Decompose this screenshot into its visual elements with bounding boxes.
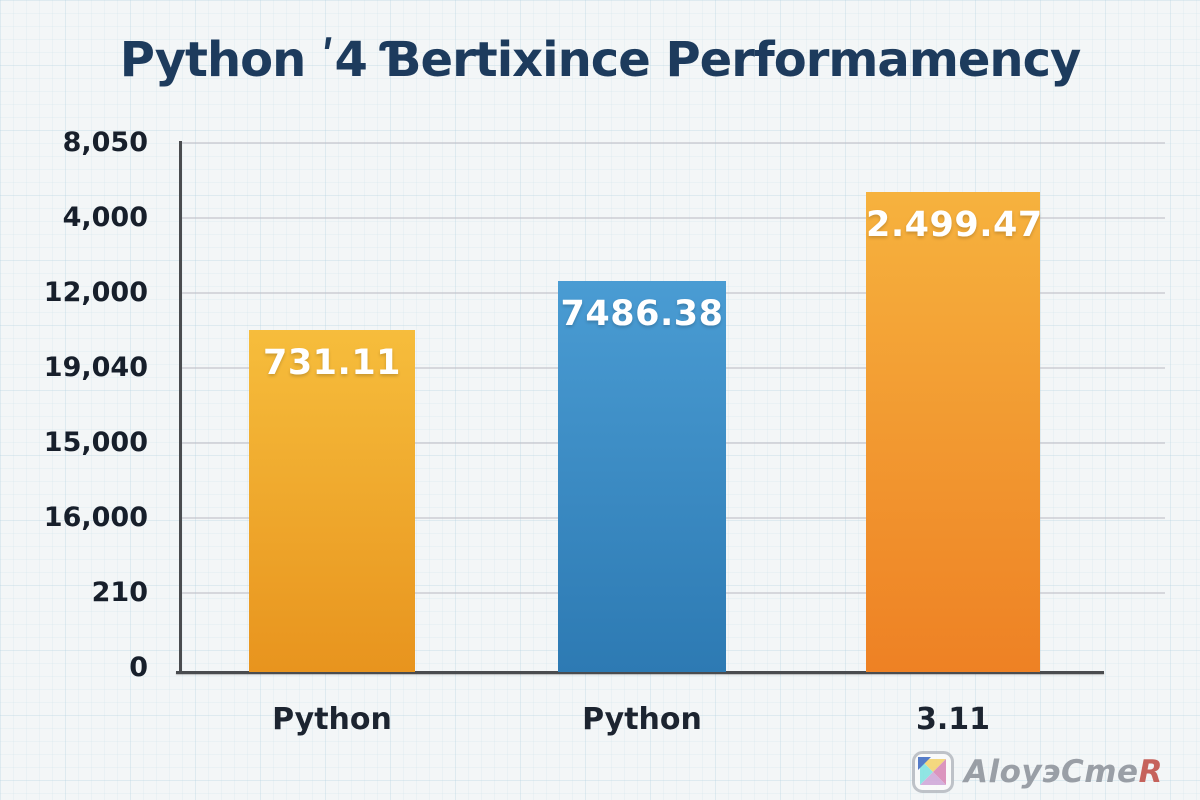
y-tick-label: 210 <box>91 577 148 608</box>
y-tick-label: 12,000 <box>43 277 148 308</box>
watermark-accent-letter: R <box>1138 754 1163 790</box>
chart-title: Python ʹ4 Ɓertixince Performamency <box>119 32 1082 88</box>
bar-python-2: 7486.38 <box>558 281 726 672</box>
x-axis-line <box>176 671 1104 674</box>
play-triangles-logo-icon <box>912 751 954 793</box>
watermark: AloyэCmeR <box>912 748 1192 796</box>
y-tick-label: 15,000 <box>43 427 148 458</box>
bar-value-label: 7486.38 <box>560 294 724 334</box>
y-axis-line <box>179 141 182 674</box>
bar-value-label: 731.11 <box>262 343 402 383</box>
watermark-text: AloyэCmeR <box>964 754 1163 790</box>
y-tick-label: 19,040 <box>43 352 148 383</box>
y-tick-label: 16,000 <box>43 502 148 533</box>
y-tick-label: 8,050 <box>62 127 148 158</box>
bar-3-11: 2.499.47 <box>866 192 1043 672</box>
y-tick-label: 0 <box>129 652 148 683</box>
bar-python-1: 731.11 <box>249 330 415 672</box>
x-tick-label: Python <box>582 702 702 737</box>
x-tick-label: 3.11 <box>915 702 991 737</box>
bar-value-label: 2.499.47 <box>866 205 1043 245</box>
gridline <box>181 217 1165 219</box>
gridline <box>181 142 1165 144</box>
y-tick-label: 4,000 <box>62 202 148 233</box>
x-tick-label: Python <box>272 702 392 737</box>
